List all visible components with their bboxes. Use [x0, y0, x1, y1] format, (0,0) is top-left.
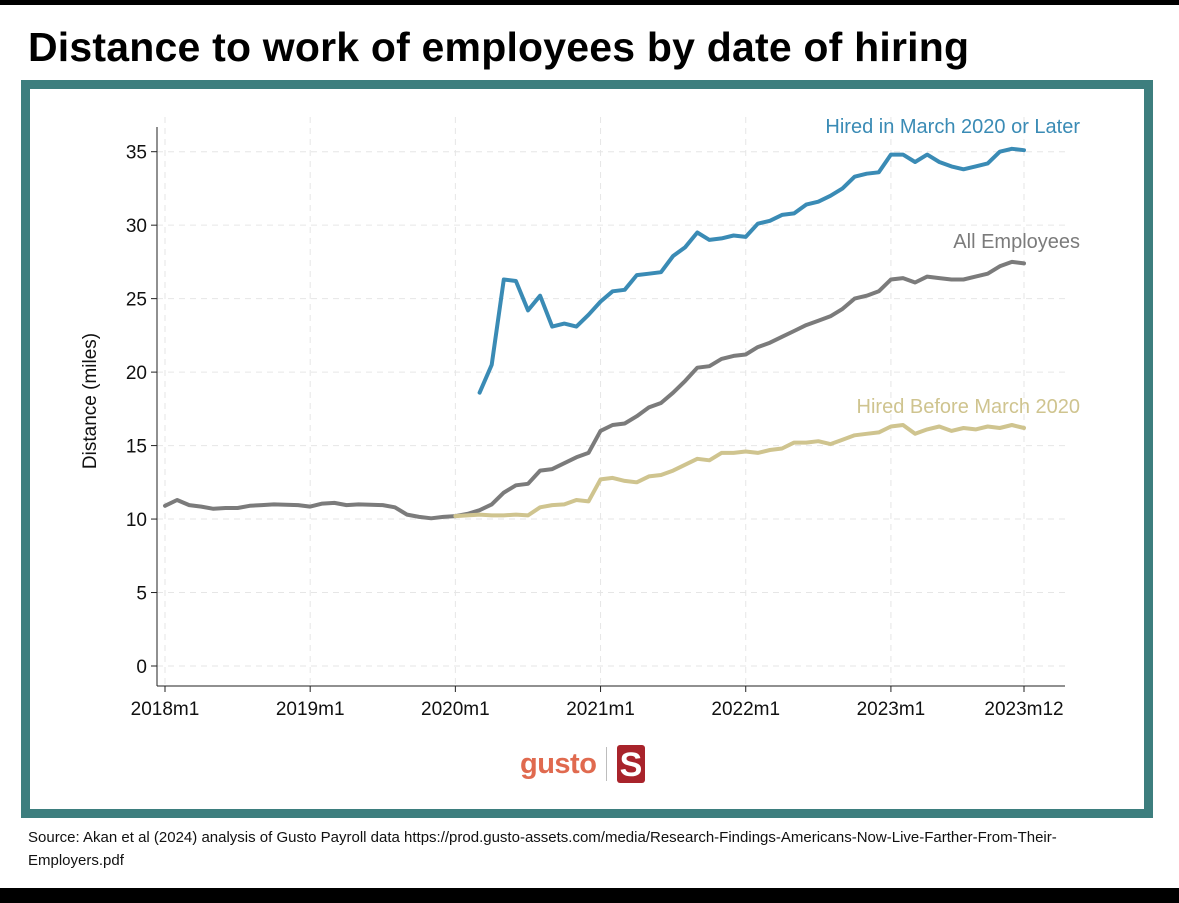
- top-border: [0, 0, 1179, 5]
- gusto-logo: gusto: [520, 747, 597, 780]
- stanford-logo-icon: S: [617, 745, 646, 783]
- series-line-hired_before: [453, 423, 1026, 519]
- series-label-hired_after: Hired in March 2020 or Later: [825, 116, 1080, 138]
- svg-text:S: S: [620, 746, 643, 783]
- source-note: Source: Akan et al (2024) analysis of Gu…: [28, 829, 1057, 869]
- line-chart: 0 5 10 15 20 25 30 35 2018m1 2019m1 2020m1 2021m1 20…: [80, 116, 1080, 720]
- y-tick-label: 30: [126, 216, 147, 237]
- x-tick-label: 2020m1: [421, 699, 490, 720]
- bottom-border: [0, 888, 1179, 903]
- x-tick-label: 2023m12: [984, 699, 1063, 720]
- y-axis-label: Distance (miles): [80, 333, 101, 469]
- x-tick-label: 2023m1: [857, 699, 926, 720]
- logo-divider: [606, 747, 608, 781]
- x-tick-label: 2018m1: [131, 699, 200, 720]
- y-tick-label: 35: [126, 143, 147, 164]
- series-line-all: [163, 259, 1026, 521]
- x-tick-label: 2021m1: [566, 699, 635, 720]
- y-tick-label: 20: [126, 363, 147, 384]
- x-tick-label: 2022m1: [711, 699, 780, 720]
- y-tick-label: 10: [126, 510, 147, 531]
- y-tick-label: 15: [126, 437, 147, 458]
- series-label-hired_before: Hired Before March 2020: [857, 396, 1080, 418]
- y-tick-label: 0: [136, 657, 147, 678]
- y-tick-label: 5: [136, 584, 147, 605]
- x-tick-label: 2019m1: [276, 699, 345, 720]
- logo-group: gusto S: [520, 742, 646, 786]
- y-tick-label: 25: [126, 290, 147, 311]
- series-line-hired_after: [477, 146, 1026, 395]
- chart-frame: 0 5 10 15 20 25 30 35 2018m1 2019m1 2020m1 2021m1 20…: [21, 80, 1153, 818]
- series-label-all: All Employees: [953, 231, 1080, 253]
- page-title: Distance to work of employees by date of…: [28, 24, 970, 70]
